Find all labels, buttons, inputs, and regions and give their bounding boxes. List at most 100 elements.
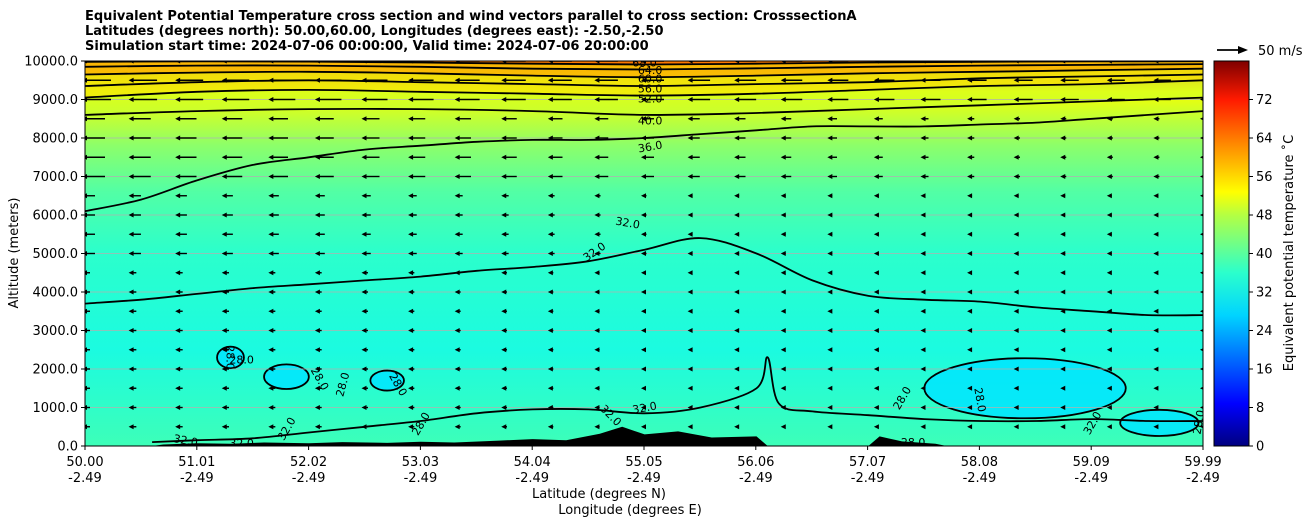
wind-vector-head-428 bbox=[1060, 212, 1066, 218]
wind-vector-head-398 bbox=[967, 405, 973, 410]
wind-vector-head-279 bbox=[687, 424, 693, 430]
wind-vector-head-220 bbox=[594, 61, 600, 64]
wind-vector-head-487 bbox=[1200, 194, 1203, 198]
wind-vector-head-477 bbox=[1153, 385, 1159, 391]
wind-vector-head-188 bbox=[501, 212, 507, 218]
x-axis-label-latitude: Latitude (degrees N) bbox=[532, 487, 666, 502]
wind-vector-head-486 bbox=[1200, 175, 1203, 178]
wind-vector-head-123 bbox=[361, 116, 367, 122]
wind-vector-head-197 bbox=[501, 385, 507, 391]
wind-vector-head-273 bbox=[687, 308, 693, 314]
wind-vector-head-453 bbox=[1106, 308, 1112, 314]
wind-vector-head-158 bbox=[408, 405, 414, 410]
wind-vector-head-260 bbox=[687, 61, 693, 64]
wind-vector-head-343 bbox=[873, 116, 879, 122]
wind-vector-head-215 bbox=[547, 347, 553, 353]
wind-vector-head-108 bbox=[314, 212, 320, 218]
wind-vector-head-421 bbox=[1060, 77, 1066, 83]
wind-vector-head-348 bbox=[873, 212, 879, 218]
wind-vector-head-98 bbox=[268, 405, 274, 410]
wind-vector-head-408 bbox=[1013, 212, 1019, 218]
wind-vector-head-245 bbox=[641, 154, 646, 160]
wind-vector-head-282 bbox=[734, 97, 740, 102]
wind-vector-head-349 bbox=[873, 231, 879, 237]
wind-vector-head-450 bbox=[1106, 251, 1112, 256]
wind-vector-head-119 bbox=[314, 424, 320, 430]
x-tick-label-lon-10: -2.49 bbox=[1186, 471, 1220, 486]
wind-vector-head-198 bbox=[501, 405, 507, 410]
contour-label-23: 28.0 bbox=[901, 436, 926, 449]
wind-vector-head-247 bbox=[641, 193, 646, 199]
wind-vector-head-379 bbox=[920, 424, 926, 430]
wind-vector-head-130 bbox=[361, 251, 367, 256]
wind-vector-head-239 bbox=[594, 424, 600, 430]
wind-vector-head-475 bbox=[1153, 347, 1159, 353]
y-tick-label-8: 8000.0 bbox=[33, 132, 79, 147]
wind-vector-head-344 bbox=[873, 135, 879, 141]
wind-vector-head-473 bbox=[1153, 308, 1159, 314]
wind-vector-head-46 bbox=[175, 174, 181, 179]
wind-vector-head-454 bbox=[1106, 328, 1112, 333]
wind-vector-head-221 bbox=[594, 77, 600, 83]
wind-vector-head-243 bbox=[641, 116, 646, 122]
wind-vector-head-289 bbox=[734, 231, 740, 237]
wind-vector-head-380 bbox=[967, 61, 973, 64]
wind-vector-head-258 bbox=[641, 405, 646, 410]
wind-vector-head-47 bbox=[175, 193, 181, 199]
wind-vector-head-213 bbox=[547, 308, 553, 314]
wind-vector-head-231 bbox=[594, 270, 600, 276]
wind-vector-head-497 bbox=[1200, 386, 1203, 390]
wind-vector-head-116 bbox=[314, 366, 320, 372]
wind-vector-head-93 bbox=[268, 308, 274, 314]
wind-vector-head-350 bbox=[873, 251, 879, 256]
wind-vector-head-84 bbox=[268, 135, 274, 141]
wind-vector-head-479 bbox=[1153, 424, 1159, 430]
wind-vector-head-326 bbox=[827, 174, 833, 179]
wind-vector-head-460 bbox=[1153, 61, 1159, 64]
contour-line-32-3 bbox=[152, 356, 1203, 443]
wind-vector-head-353 bbox=[873, 308, 879, 314]
wind-vector-head-302 bbox=[780, 97, 786, 102]
wind-vector-head-44 bbox=[175, 135, 181, 141]
colorbar bbox=[1213, 60, 1250, 447]
wind-vector-head-393 bbox=[967, 308, 973, 314]
wind-vector-head-100 bbox=[314, 61, 320, 64]
wind-vector-head-177 bbox=[454, 385, 460, 391]
wind-vector-head-150 bbox=[408, 251, 414, 256]
wind-vector-head-291 bbox=[734, 270, 740, 276]
wind-vector-head-263 bbox=[687, 116, 693, 122]
wind-vector-head-401 bbox=[1013, 77, 1019, 83]
wind-vector-head-212 bbox=[547, 289, 553, 295]
wind-vector-head-129 bbox=[361, 231, 367, 237]
wind-vector-head-118 bbox=[314, 405, 320, 410]
wind-vector-head-117 bbox=[314, 385, 320, 391]
wind-vector-head-50 bbox=[175, 251, 181, 256]
wind-vector-head-491 bbox=[1200, 271, 1203, 275]
wind-vector-head-157 bbox=[408, 385, 414, 391]
wind-vector-head-278 bbox=[687, 405, 693, 410]
wind-vector-head-30 bbox=[128, 251, 134, 256]
wind-vector-head-237 bbox=[594, 385, 600, 391]
colorbar-tick-label-6: 48 bbox=[1256, 209, 1273, 224]
wind-vector-head-449 bbox=[1106, 231, 1112, 237]
wind-vector-head-358 bbox=[873, 405, 879, 410]
wind-vector-head-483 bbox=[1200, 117, 1203, 121]
x-tick-label-lat-7: 57.07 bbox=[849, 455, 886, 470]
wind-vector-head-458 bbox=[1106, 405, 1112, 410]
wind-vector-head-457 bbox=[1106, 385, 1112, 391]
wind-vector-head-440 bbox=[1106, 61, 1112, 64]
wind-vector-head-443 bbox=[1106, 116, 1112, 122]
x-tick-label-lat-2: 52.02 bbox=[290, 455, 327, 470]
wind-vector-head-210 bbox=[547, 251, 553, 256]
x-tick-label-lon-4: -2.49 bbox=[515, 471, 549, 486]
wind-vector-head-58 bbox=[175, 405, 181, 410]
wind-vector-head-251 bbox=[641, 270, 646, 276]
wind-vector-head-318 bbox=[780, 405, 786, 410]
wind-vector-head-365 bbox=[920, 154, 926, 160]
wind-vector-head-447 bbox=[1106, 193, 1112, 199]
wind-vector-head-134 bbox=[361, 328, 367, 333]
wind-vector-head-126 bbox=[361, 174, 367, 179]
wind-vector-head-255 bbox=[641, 347, 646, 353]
wind-vector-head-20 bbox=[128, 61, 134, 64]
wind-vector-head-171 bbox=[454, 270, 460, 276]
